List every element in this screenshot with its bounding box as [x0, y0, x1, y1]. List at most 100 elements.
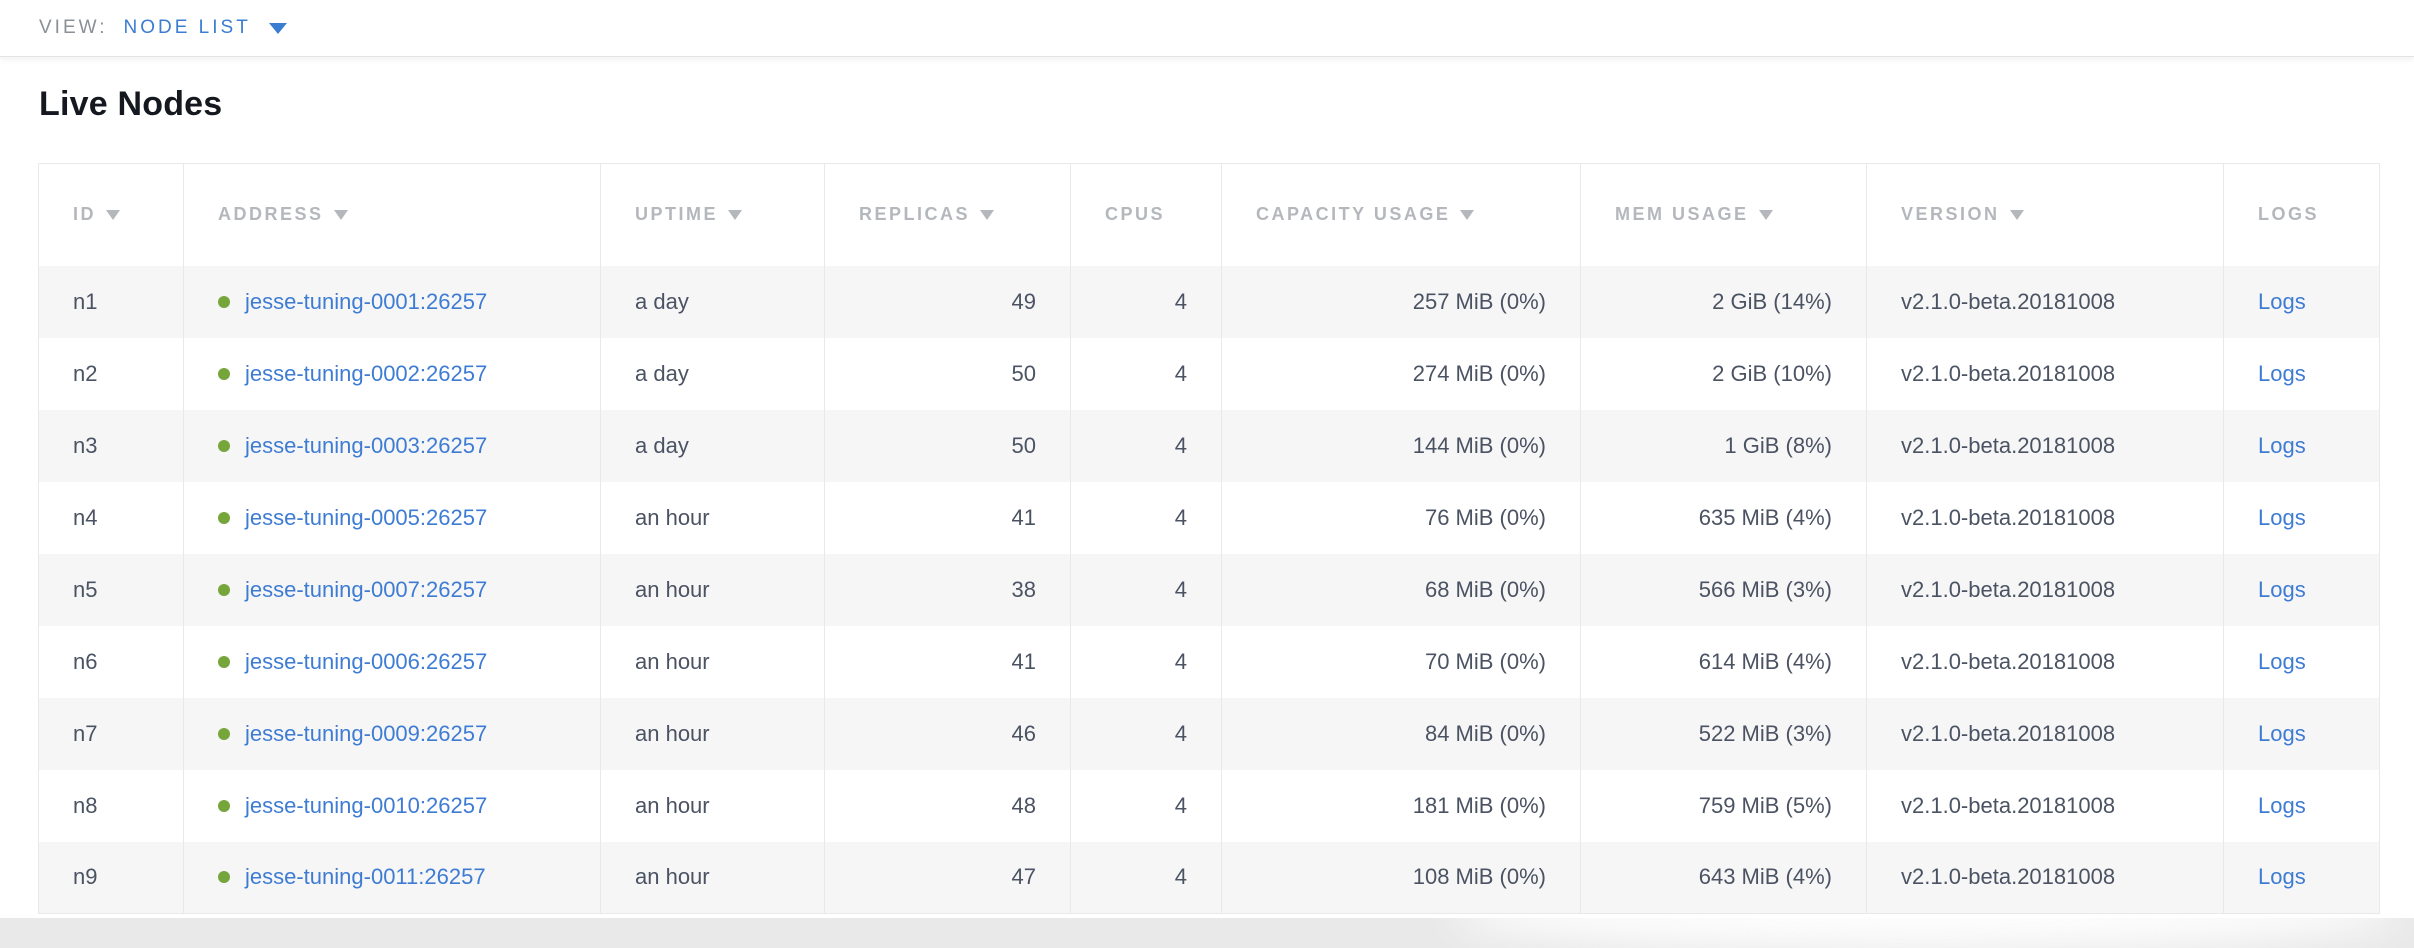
node-id-cell: n6: [38, 625, 184, 698]
column-header-mem[interactable]: MEM USAGE: [1580, 163, 1867, 266]
sort-desc-icon: [1460, 210, 1475, 221]
page-bottom-sheen: [1450, 918, 2400, 948]
node-address-link[interactable]: jesse-tuning-0010:26257: [245, 792, 488, 818]
column-header-replicas[interactable]: REPLICAS: [824, 163, 1071, 266]
node-mem-cell: 1 GiB (8%): [1580, 409, 1867, 482]
sort-desc-icon: [980, 210, 995, 221]
node-cpus-cell: 4: [1070, 481, 1222, 554]
node-uptime-cell: a day: [600, 265, 825, 338]
column-header-label: VERSION: [1901, 204, 2000, 225]
column-header-capacity[interactable]: CAPACITY USAGE: [1221, 163, 1581, 266]
logs-link[interactable]: Logs: [2258, 360, 2306, 386]
node-mem-cell: 614 MiB (4%): [1580, 625, 1867, 698]
sort-desc-icon: [333, 210, 348, 221]
node-address-cell: jesse-tuning-0010:26257: [183, 769, 601, 842]
node-uptime-cell: an hour: [600, 769, 825, 842]
node-version-cell: v2.1.0-beta.20181008: [1866, 553, 2224, 626]
node-capacity-cell: 181 MiB (0%): [1221, 769, 1581, 842]
column-header-label: ID: [73, 204, 96, 225]
node-replicas-cell: 38: [824, 553, 1071, 626]
node-capacity-cell: 108 MiB (0%): [1221, 841, 1581, 914]
column-header-uptime[interactable]: UPTIME: [600, 163, 825, 266]
node-uptime-cell: an hour: [600, 553, 825, 626]
node-replicas-cell: 41: [824, 481, 1071, 554]
node-logs-cell: Logs: [2223, 769, 2380, 842]
column-header-label: CPUS: [1105, 204, 1166, 225]
node-capacity-cell: 144 MiB (0%): [1221, 409, 1581, 482]
node-address-cell: jesse-tuning-0009:26257: [183, 697, 601, 770]
node-mem-cell: 759 MiB (5%): [1580, 769, 1867, 842]
node-logs-cell: Logs: [2223, 553, 2380, 626]
chevron-down-icon: [268, 22, 287, 34]
node-row: n1 jesse-tuning-0001:26257 a day 49 4 257 MiB…: [38, 265, 2380, 338]
node-logs-cell: Logs: [2223, 625, 2380, 698]
node-replicas-cell: 41: [824, 625, 1071, 698]
node-address-link[interactable]: jesse-tuning-0005:26257: [245, 504, 488, 530]
sort-desc-icon: [2009, 210, 2024, 221]
node-healthy-icon: [218, 511, 230, 524]
node-address-link[interactable]: jesse-tuning-0011:26257: [245, 864, 486, 890]
node-uptime-cell: a day: [600, 337, 825, 410]
logs-link[interactable]: Logs: [2258, 288, 2306, 314]
node-version-cell: v2.1.0-beta.20181008: [1866, 769, 2224, 842]
logs-link[interactable]: Logs: [2258, 504, 2306, 530]
node-mem-cell: 643 MiB (4%): [1580, 841, 1867, 914]
node-logs-cell: Logs: [2223, 841, 2380, 914]
column-header-version[interactable]: VERSION: [1866, 163, 2224, 266]
node-healthy-icon: [218, 727, 230, 740]
page-bottom-edge: [0, 918, 2414, 948]
node-address-cell: jesse-tuning-0011:26257: [183, 841, 601, 914]
node-version-cell: v2.1.0-beta.20181008: [1866, 481, 2224, 554]
node-cpus-cell: 4: [1070, 769, 1222, 842]
node-row: n3 jesse-tuning-0003:26257 a day 50 4 144 MiB…: [38, 409, 2380, 482]
node-address-link[interactable]: jesse-tuning-0001:26257: [245, 288, 488, 314]
node-address-link[interactable]: jesse-tuning-0003:26257: [245, 432, 488, 458]
logs-link[interactable]: Logs: [2258, 648, 2306, 674]
node-uptime-cell: an hour: [600, 841, 825, 914]
node-address-link[interactable]: jesse-tuning-0002:26257: [245, 360, 488, 386]
logs-link[interactable]: Logs: [2258, 792, 2306, 818]
node-id-cell: n5: [38, 553, 184, 626]
column-header-cpus: CPUS: [1070, 163, 1222, 266]
node-logs-cell: Logs: [2223, 481, 2380, 554]
node-id-cell: n1: [38, 265, 184, 338]
column-header-label: CAPACITY USAGE: [1256, 204, 1451, 225]
node-row: n5 jesse-tuning-0007:26257 an hour 38 4 68 Mi…: [38, 553, 2380, 626]
column-header-logs: LOGS: [2223, 163, 2380, 266]
node-capacity-cell: 84 MiB (0%): [1221, 697, 1581, 770]
column-header-address[interactable]: ADDRESS: [183, 163, 601, 266]
view-selected-value: NODE LIST: [123, 17, 251, 38]
node-cpus-cell: 4: [1070, 265, 1222, 338]
node-replicas-cell: 50: [824, 337, 1071, 410]
view-dropdown[interactable]: NODE LIST: [124, 17, 287, 39]
node-address-link[interactable]: jesse-tuning-0007:26257: [245, 576, 488, 602]
node-healthy-icon: [218, 871, 230, 884]
view-label: VIEW:: [39, 17, 108, 38]
node-replicas-cell: 46: [824, 697, 1071, 770]
sort-desc-icon: [728, 210, 743, 221]
logs-link[interactable]: Logs: [2258, 432, 2306, 458]
node-version-cell: v2.1.0-beta.20181008: [1866, 625, 2224, 698]
logs-link[interactable]: Logs: [2258, 720, 2306, 746]
node-replicas-cell: 49: [824, 265, 1071, 338]
node-logs-cell: Logs: [2223, 265, 2380, 338]
live-nodes-table: ID ADDRESS UPTIME REPLICAS CPUS CAPACITY USAG…: [38, 163, 2380, 914]
node-capacity-cell: 274 MiB (0%): [1221, 337, 1581, 410]
node-address-link[interactable]: jesse-tuning-0006:26257: [245, 648, 488, 674]
logs-link[interactable]: Logs: [2258, 864, 2306, 890]
node-uptime-cell: an hour: [600, 625, 825, 698]
node-address-cell: jesse-tuning-0007:26257: [183, 553, 601, 626]
node-address-cell: jesse-tuning-0001:26257: [183, 265, 601, 338]
column-header-id[interactable]: ID: [38, 163, 184, 266]
node-capacity-cell: 70 MiB (0%): [1221, 625, 1581, 698]
node-cpus-cell: 4: [1070, 841, 1222, 914]
node-row: n2 jesse-tuning-0002:26257 a day 50 4 274 MiB…: [38, 337, 2380, 410]
node-id-cell: n2: [38, 337, 184, 410]
node-address-cell: jesse-tuning-0002:26257: [183, 337, 601, 410]
logs-link[interactable]: Logs: [2258, 576, 2306, 602]
node-id-cell: n4: [38, 481, 184, 554]
node-uptime-cell: an hour: [600, 481, 825, 554]
node-cpus-cell: 4: [1070, 337, 1222, 410]
node-address-link[interactable]: jesse-tuning-0009:26257: [245, 720, 488, 746]
sort-desc-icon: [106, 210, 120, 221]
